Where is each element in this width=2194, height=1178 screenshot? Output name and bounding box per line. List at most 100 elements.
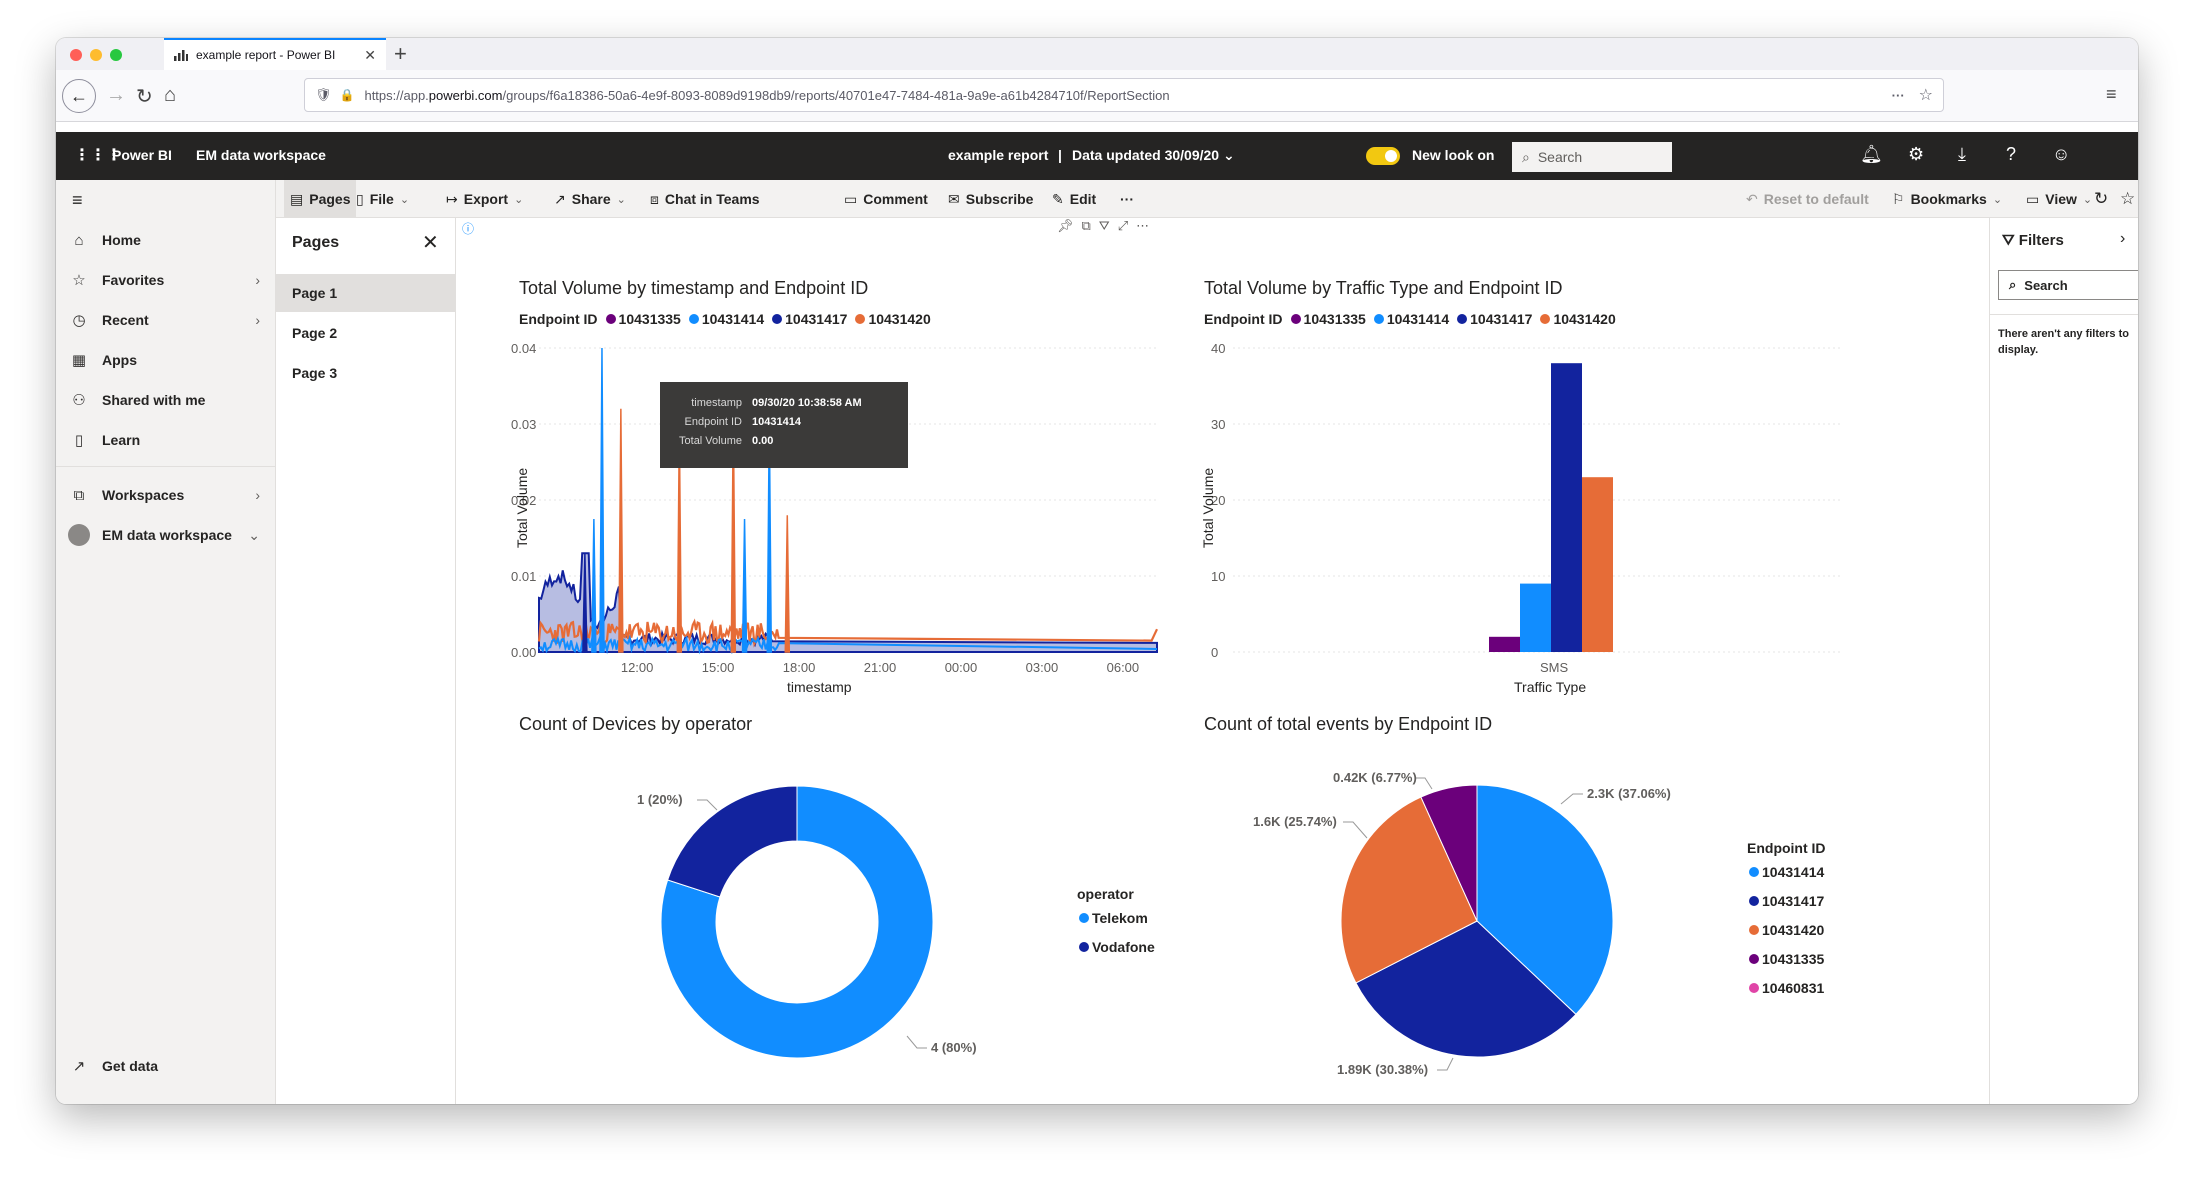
collapse-filters-icon[interactable]: ›	[2120, 230, 2126, 247]
legend-dot	[605, 314, 616, 324]
donut-slice-vodafone	[667, 785, 798, 898]
series-peak	[766, 416, 773, 653]
legend-entry[interactable]: 10431335	[1303, 311, 1366, 327]
nav-apps[interactable]: ▦ Apps	[56, 342, 276, 378]
close-tab-icon[interactable]: ✕	[364, 46, 376, 63]
slice-label: 1.6K (25.74%)	[1253, 814, 1337, 829]
legend-entry[interactable]: 10431335	[1741, 951, 1824, 967]
reset-to-default-button[interactable]: ↶ Reset to default	[1746, 190, 1869, 208]
series-10431414-line	[538, 634, 1158, 655]
report-action-bar: ▤ Pages ▯ File ⌄ ↦ Export ⌄ ↗ Share ⌄ ⧈ Chat in …	[276, 180, 2138, 218]
forward-button[interactable]: →	[106, 84, 126, 106]
app-launcher-icon[interactable]: ⋮⋮⋮	[74, 147, 122, 164]
search-input[interactable]: ⌕ Search	[1512, 142, 1672, 172]
bell-icon[interactable]: 🔔︎	[1860, 144, 1883, 164]
minimize-window-button[interactable]	[90, 49, 102, 61]
legend-entry[interactable]: 10431335	[618, 311, 681, 327]
page-tab-2[interactable]: Page 2	[292, 325, 338, 341]
legend-entry[interactable]: 10431414	[701, 311, 765, 327]
comment-button[interactable]: ▭ Comment	[844, 190, 928, 208]
legend-entry[interactable]: 10431417	[785, 311, 848, 327]
legend-entry[interactable]: 10431414	[1741, 864, 1824, 880]
search-placeholder: Search	[1537, 149, 1583, 165]
browser-tab-title: example report - Power BI	[196, 48, 336, 62]
hamburger-menu-icon[interactable]: ≡	[72, 190, 83, 210]
chat-in-teams-button[interactable]: ⧈ Chat in Teams	[650, 190, 760, 208]
gear-icon[interactable]: ⚙	[1908, 144, 1925, 164]
report-visuals-svg: 0.00 0.01 0.02 0.03 0.04 12:00 15:00 18:00 21:00…	[511, 341, 1842, 1077]
more-options-button[interactable]: ···	[1120, 191, 1134, 207]
legend-entry[interactable]: 10460831	[1741, 980, 1824, 996]
legend-entry-vodafone[interactable]: Vodafone	[1071, 939, 1155, 955]
y-tick-label: 10	[1211, 569, 1225, 584]
app-name[interactable]: Power BI	[112, 147, 172, 163]
legend-entry[interactable]: 10431420	[1553, 311, 1616, 327]
legend-entry[interactable]: 10431420	[868, 311, 931, 327]
legend-dot	[1373, 314, 1384, 324]
subscribe-button[interactable]: ✉ Subscribe	[948, 190, 1034, 208]
new-tab-button[interactable]: +	[394, 41, 407, 66]
nav-em-data-workspace[interactable]: EM data workspace ⌄	[56, 517, 276, 553]
visual-header-icons[interactable]: 📌︎⧉⛛⤢⋯	[1057, 218, 1158, 233]
info-icon[interactable]: ⓘ	[462, 222, 475, 236]
nav-workspaces[interactable]: ⧉ Workspaces ›	[56, 477, 276, 513]
legend-entry-telekom[interactable]: Telekom	[1071, 910, 1148, 926]
nav-get-data[interactable]: ↗ Get data	[56, 1048, 276, 1084]
page-tab-3[interactable]: Page 3	[292, 365, 338, 381]
refresh-icon[interactable]: ↻	[2094, 189, 2109, 208]
url-field[interactable]: 🛡 🔒 https://app.powerbi.com/groups/f6a18…	[304, 78, 1944, 112]
shield-icon[interactable]: 🛡	[315, 87, 332, 102]
feedback-smiley-icon[interactable]: ☺	[2052, 144, 2071, 164]
reload-button[interactable]: ↻	[136, 86, 153, 108]
home-icon: ⌂	[74, 231, 84, 249]
pages-button[interactable]: ▤ Pages	[284, 180, 357, 218]
edit-button[interactable]: ✎ Edit	[1052, 190, 1097, 208]
legend-entry[interactable]: 10431417	[1741, 893, 1824, 909]
page-tab-1[interactable]: Page 1	[276, 274, 456, 312]
address-bar-row: ← → ↻ ⌂ 🛡 🔒 https://app.powerbi.com/grou…	[56, 70, 2138, 122]
back-button[interactable]: ←	[62, 79, 96, 113]
legend-entry[interactable]: 10431420	[1741, 922, 1824, 938]
x-tick-label: 12:00	[621, 660, 654, 675]
clock-icon: ◷	[72, 312, 86, 329]
bookmark-star-icon[interactable]: ☆	[1918, 87, 1933, 104]
label-leader	[1415, 777, 1433, 790]
close-pages-icon[interactable]: ✕	[422, 232, 439, 254]
browser-menu-icon[interactable]: ≡	[2106, 84, 2117, 104]
file-menu[interactable]: ▯ File ⌄	[356, 190, 410, 208]
nav-recent[interactable]: ◷ Recent ›	[56, 302, 276, 338]
y-axis-title: Total Volume	[514, 468, 530, 548]
legend-entry[interactable]: 10431417	[1470, 311, 1533, 327]
pencil-icon: ✎	[1052, 190, 1064, 207]
export-icon: ↦	[446, 190, 458, 207]
download-icon[interactable]: ⤓	[1958, 144, 1966, 164]
zoom-window-button[interactable]	[110, 49, 122, 61]
view-menu[interactable]: ▭ View ⌄	[2026, 190, 2093, 208]
workspace-name[interactable]: EM data workspace	[196, 147, 326, 163]
legend-entry[interactable]: 10431414	[1386, 311, 1450, 327]
data-updated-dropdown[interactable]: Data updated 30/09/20 ⌄	[1072, 147, 1235, 163]
y-tick-label: 0.03	[511, 417, 536, 432]
page-actions-button[interactable]: ···	[1891, 87, 1905, 103]
nav-favorites[interactable]: ☆ Favorites ›	[56, 262, 276, 298]
nav-learn[interactable]: ▯ Learn	[56, 422, 276, 458]
new-look-toggle[interactable]	[1366, 147, 1400, 165]
legend-title: Endpoint ID	[1204, 311, 1283, 327]
help-icon[interactable]: ?	[2006, 144, 2017, 164]
nav-home[interactable]: ⌂ Home	[56, 222, 276, 258]
share-menu[interactable]: ↗ Share ⌄	[554, 190, 626, 208]
nav-shared-with-me[interactable]: ⚇ Shared with me	[56, 382, 276, 418]
bar-10431414	[1520, 583, 1551, 652]
bookmarks-menu[interactable]: ⚐ Bookmarks ⌄	[1892, 190, 2003, 208]
mail-icon: ✉	[948, 190, 960, 207]
no-filters-message: There aren't any filters to display.	[1998, 328, 2129, 356]
export-menu[interactable]: ↦ Export ⌄	[446, 190, 524, 208]
close-window-button[interactable]	[70, 49, 82, 61]
browser-tab[interactable]: example report - Power BI ✕	[164, 38, 386, 70]
series-peak	[784, 515, 791, 653]
y-tick-label: 20	[1211, 493, 1225, 508]
home-icon[interactable]: ⌂	[164, 84, 177, 106]
filters-search-input[interactable]: ⌕ Search	[1998, 270, 2138, 300]
filters-pane: ⛛ Filters › ⌕ Search There aren't any fil…	[1989, 218, 2138, 1104]
favorite-star-icon[interactable]: ☆	[2120, 189, 2136, 208]
